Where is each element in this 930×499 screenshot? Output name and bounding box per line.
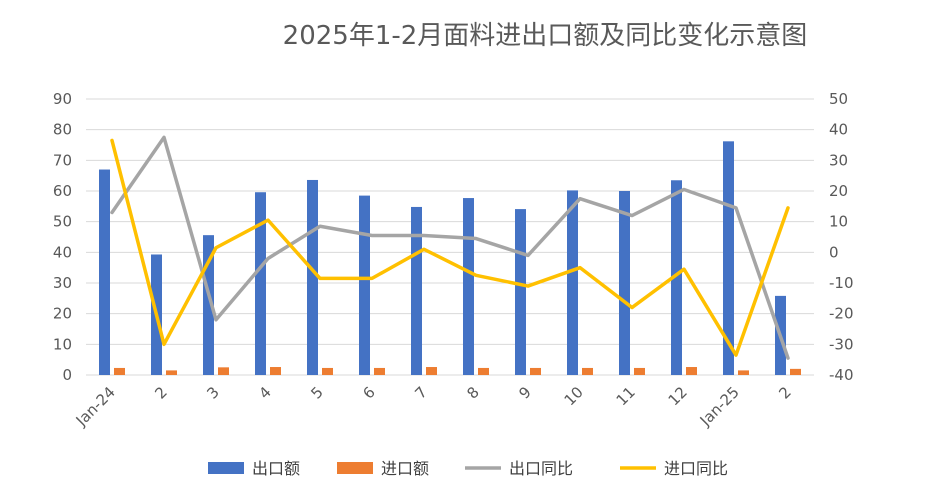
export-value-bar (671, 180, 682, 375)
import-yoy-line (110, 138, 790, 357)
x-axis-tick-label: 10 (561, 383, 587, 409)
import-value-bar (270, 367, 281, 375)
left-axis-tick-label: 60 (53, 182, 72, 200)
left-axis-tick-label: 0 (62, 366, 72, 384)
export-yoy-line (110, 135, 790, 360)
export-value-bar (307, 179, 318, 375)
import-value-bar (478, 367, 489, 375)
right-axis-tick-label: -40 (829, 366, 854, 384)
bar-series (99, 141, 801, 375)
right-axis-tick-label: -20 (829, 305, 854, 323)
x-axis-tick-label: 7 (411, 383, 430, 402)
export-value-bar (619, 191, 630, 375)
left-axis-tick-label: 40 (53, 243, 72, 261)
x-axis-tick-label: 3 (203, 383, 222, 402)
legend-label: 进口同比 (664, 459, 728, 478)
left-axis-tick-label: 70 (53, 151, 72, 169)
right-axis-tick-label: 40 (829, 121, 848, 139)
left-axis-tick-label: 30 (53, 274, 72, 292)
left-axis-tick-label: 10 (53, 335, 72, 353)
left-axis-tick-label: 50 (53, 213, 72, 231)
x-axis-tick-label: Jan-24 (72, 383, 119, 430)
x-axis-tick-label: 8 (463, 383, 482, 402)
x-axis-tick-label: 5 (307, 383, 326, 402)
import-value-bar (322, 367, 333, 375)
export-value-bar (463, 198, 474, 375)
export-value-bar (411, 206, 422, 375)
import-value-bar (218, 367, 229, 375)
export-value-bar (203, 235, 214, 375)
right-axis-tick-label: -30 (829, 335, 854, 353)
right-axis-tick-label: -10 (829, 274, 854, 292)
left-axis-tick-label: 90 (53, 90, 72, 108)
import-value-bar (686, 367, 697, 375)
import-value-bar (114, 367, 125, 375)
import-value-bar (582, 367, 593, 375)
import-value-bar (738, 370, 749, 375)
import-value-bar (634, 367, 645, 375)
legend: 出口额 进口额 出口同比 进口同比 (208, 459, 728, 478)
x-axis-tick-label: Jan-25 (696, 383, 743, 430)
export-value-bar (99, 169, 110, 375)
x-axis-tick-label: 6 (359, 383, 378, 402)
right-axis-tick-label: 10 (829, 213, 848, 231)
export-value-bar (359, 195, 370, 375)
legend-swatch (337, 462, 373, 474)
left-axis-tick-label: 80 (53, 121, 72, 139)
x-axis-tick-label: 12 (665, 383, 691, 409)
import-value-bar (530, 367, 541, 375)
left-axis-tick-label: 20 (53, 305, 72, 323)
right-axis-tick-label: 0 (829, 243, 839, 261)
x-axis-tick-label: 2 (775, 383, 794, 402)
legend-label: 出口额 (252, 459, 300, 478)
legend-label: 出口同比 (509, 459, 573, 478)
right-axis-tick-label: 50 (829, 90, 848, 108)
export-value-bar (723, 141, 734, 375)
export-value-bar (515, 209, 526, 375)
import-value-bar (426, 367, 437, 375)
import-value-bar (790, 368, 801, 375)
export-value-bar (567, 190, 578, 375)
legend-label: 进口额 (381, 459, 429, 478)
chart-title: 2025年1-2月面料进出口额及同比变化示意图 (283, 21, 808, 51)
x-axis-tick-label: 2 (151, 383, 170, 402)
legend-swatch (208, 462, 244, 474)
line-series (110, 135, 790, 360)
x-axis-tick-label: 11 (613, 383, 639, 409)
export-value-bar (255, 192, 266, 375)
import-value-bar (166, 370, 177, 375)
import-value-bar (374, 367, 385, 375)
right-axis-tick-label: 20 (829, 182, 848, 200)
x-axis-tick-label: 9 (515, 383, 534, 402)
x-axis-tick-label: 4 (255, 383, 274, 402)
right-axis-tick-label: 30 (829, 151, 848, 169)
